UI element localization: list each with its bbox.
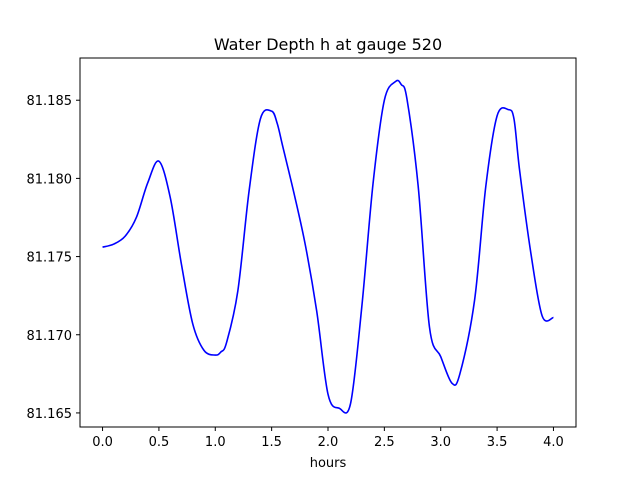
x-tick-label: 2.5 (374, 435, 395, 450)
y-tick-label: 81.185 (27, 94, 73, 109)
x-tick-label: 2.0 (318, 435, 339, 450)
y-tick-label: 81.165 (27, 407, 73, 422)
chart-title: Water Depth h at gauge 520 (214, 35, 442, 54)
y-tick-label: 81.180 (27, 172, 73, 187)
x-tick-label: 0.0 (92, 435, 113, 450)
series-line (102, 79, 554, 414)
x-tick-label: 0.5 (149, 435, 170, 450)
x-axis: 0.0 0.5 1.0 1.5 2.0 2.5 3.0 3.5 4.0 (92, 427, 564, 450)
y-axis: 81.165 81.170 81.175 81.180 81.185 (27, 94, 80, 422)
x-tick-label: 1.5 (261, 435, 282, 450)
plot-frame (79, 57, 577, 428)
y-tick-label: 81.170 (27, 329, 73, 344)
y-tick-label: 81.175 (27, 251, 73, 266)
x-tick-label: 3.0 (430, 435, 451, 450)
x-axis-label: hours (310, 456, 347, 471)
x-tick-label: 1.0 (205, 435, 226, 450)
x-tick-label: 4.0 (543, 435, 564, 450)
plot-area (102, 79, 554, 414)
x-tick-label: 3.5 (487, 435, 508, 450)
